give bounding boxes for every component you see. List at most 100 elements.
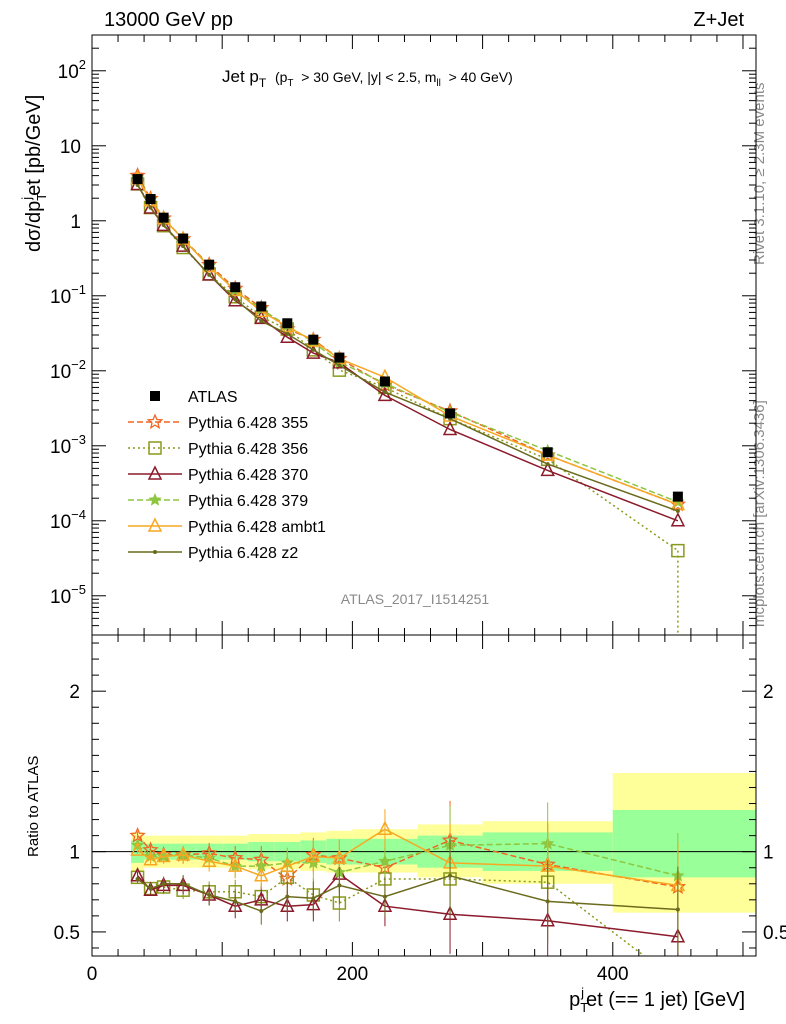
ratio-panel-frame [91,634,757,957]
ratio-line [137,875,678,912]
ylabel-part1: dσ/dp [23,201,45,252]
x-tick-label: 200 [337,964,369,985]
triangle-marker [143,851,158,866]
main-series-group [129,166,687,635]
ylabel-sup: j [19,197,34,201]
data-marker [542,447,553,458]
dot-marker [148,205,153,210]
xlabel-sub: T [580,1000,588,1015]
title-cut-sub: T [287,78,293,89]
y-tick-exp: −5 [71,582,86,597]
data-marker [158,212,169,223]
dot-marker [161,222,166,227]
dot-marker [382,390,387,395]
dot-marker [148,886,153,891]
triangle-marker [540,461,555,477]
xlabel-part1: p [569,989,580,1011]
data-marker [230,282,241,293]
y-tick-base: 10 [58,62,79,83]
dot-marker [259,909,264,914]
x-tick-label: 400 [597,964,629,985]
ratio-y-tick-label-left: 0.5 [54,923,80,944]
title-cut-end: > 40 GeV) [449,69,513,85]
triangle-marker [254,867,269,882]
title-cut: (p [275,69,288,85]
triangle-marker [201,266,217,281]
title-cut-sub2: ll [436,78,440,89]
y-tick-label: 10−5 [50,582,86,608]
star-marker [378,854,392,868]
dot-marker [207,272,212,277]
legend-label: Pythia 6.428 379 [188,493,308,510]
dot-marker [311,896,316,901]
legend: ATLAS Pythia 6.428 355 Pythia 6.428 356 Pyt… [128,389,326,562]
dot-marker [337,363,342,368]
data-marker [334,352,345,363]
dot-marker [233,899,238,904]
legend-label: Pythia 6.428 z2 [188,545,298,562]
triangle-marker [175,237,191,252]
y-tick-label: 10−2 [50,357,86,383]
dot-marker [153,550,157,554]
legend-label: Pythia 6.428 ambt1 [188,519,326,536]
triangle-marker [201,852,217,868]
triangle-marker [442,905,458,921]
main-title: Jet pT (pT > 30 GeV, |y| < 2.5, mll > 40… [222,67,513,91]
dot-marker [181,244,186,249]
y-tick-exp: −4 [71,507,86,522]
ratio-y-label: Ratio to ATLAS [25,756,42,857]
y-tick-exp: 2 [79,57,86,72]
y-tick-base: 10 [50,362,71,383]
dot-marker [675,907,680,912]
y-tick-label: 1 [70,212,81,233]
data-marker [204,259,215,270]
x-axis-label: pTj et (== 1 jet) [GeV] [569,985,745,1015]
legend-label: Pythia 6.428 355 [188,415,308,432]
mcplots-label: mcplots.cern.ch [arXiv:1306.3436] [751,400,768,627]
dot-marker [337,883,342,888]
triangle-marker [228,292,243,307]
x-tick-label: 0 [87,964,98,985]
dot-marker [675,509,680,514]
header-right: Z+Jet [693,9,744,31]
triangle-marker [280,857,295,872]
header-left: 13000 GeV pp [104,9,233,31]
title-main-sub: T [259,76,267,90]
rivet-label: Rivet 3.1.10, ≥ 2.3M events [751,83,768,266]
dot-marker [207,893,212,898]
triangle-marker [254,309,269,325]
triangle-marker [377,820,393,835]
xlabel-rest: et (== 1 jet) [GeV] [586,989,745,1011]
data-marker [145,194,156,205]
y-tick-base: 10 [50,512,71,533]
star-marker [148,492,162,506]
dot-marker [311,347,316,352]
dot-marker [259,319,264,324]
data-marker [132,174,143,185]
data-marker [282,318,293,329]
triangle-marker [175,846,191,861]
square-marker [672,976,684,988]
xlabel-sup: j [580,985,584,1000]
dot-marker [285,331,290,336]
dot-marker [233,297,238,302]
triangle-marker [306,847,321,863]
analysis-watermark: ATLAS_2017_I1514251 [341,591,490,607]
dot-marker [161,881,166,886]
data-marker [672,491,683,502]
ratio-y-tick-label-left: 2 [69,682,80,703]
data-marker [379,376,390,387]
triangle-marker [442,420,458,436]
triangle-marker [670,512,686,527]
data-marker [178,233,189,244]
title-cut-rest: > 30 GeV, |y| < 2.5, m [301,69,436,85]
series-line [136,184,679,512]
square-marker [130,870,145,885]
ratio-y-tick-label-right: 2 [763,682,774,703]
dot-marker [545,462,550,467]
triangle-marker [130,841,145,856]
y-tick-label: 10−3 [50,432,86,458]
y-tick-exp: −3 [71,432,86,447]
legend-label: Pythia 6.428 370 [188,467,308,484]
